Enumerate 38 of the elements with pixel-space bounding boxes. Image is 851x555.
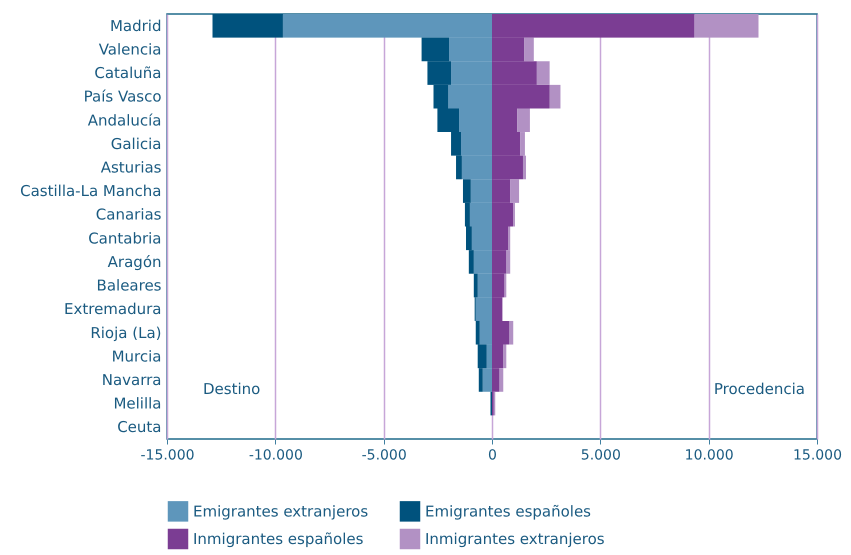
y-tick-label: Baleares xyxy=(96,276,162,295)
bar xyxy=(536,61,550,85)
x-tick-label: 5.000 xyxy=(580,448,621,464)
bar xyxy=(499,368,504,392)
y-tick-label: Asturias xyxy=(100,158,162,176)
bar xyxy=(550,84,560,108)
y-tick-label: Galicia xyxy=(110,134,162,153)
y-tick-label: Castilla-La Mancha xyxy=(20,182,162,200)
y-tick-label: Cataluña xyxy=(94,64,162,82)
x-tick-label: -5.000 xyxy=(362,448,407,464)
y-tick-label: Extremadura xyxy=(64,300,162,318)
y-tick-label: Canarias xyxy=(96,206,162,224)
y-tick-label: Cantabria xyxy=(88,229,162,248)
annotation: Procedencia xyxy=(714,380,805,398)
bar xyxy=(694,14,758,38)
legend-label: Inmigrantes extranjeros xyxy=(425,530,605,548)
x-tick-label: 10.000 xyxy=(684,448,734,464)
bar xyxy=(524,38,534,62)
legend-label: Emigrantes españoles xyxy=(425,502,592,520)
bar xyxy=(212,14,283,38)
y-tick-label: Navarra xyxy=(102,370,162,389)
x-tick-label: -10.000 xyxy=(248,448,303,464)
x-tick-label: 0 xyxy=(488,448,497,464)
y-tick-label: País Vasco xyxy=(84,88,162,106)
y-tick-label: Madrid xyxy=(110,16,162,35)
bar xyxy=(503,344,506,368)
y-tick-label: Ceuta xyxy=(117,418,162,436)
annotation: Destino xyxy=(203,380,260,398)
y-tick-label: Aragón xyxy=(108,252,162,271)
y-tick-label: Andalucía xyxy=(88,111,162,130)
y-tick-label: Valencia xyxy=(98,40,162,58)
y-tick-label: Murcia xyxy=(112,347,162,366)
x-tick-label: 15.000 xyxy=(793,448,842,464)
legend-label: Inmigrantes españoles xyxy=(193,530,364,548)
legend-label: Emigrantes extranjeros xyxy=(193,502,368,520)
x-tick-label: -15.000 xyxy=(140,448,195,464)
y-tick-label: Rioja (La) xyxy=(90,324,162,342)
y-tick-label: Melilla xyxy=(113,394,162,413)
